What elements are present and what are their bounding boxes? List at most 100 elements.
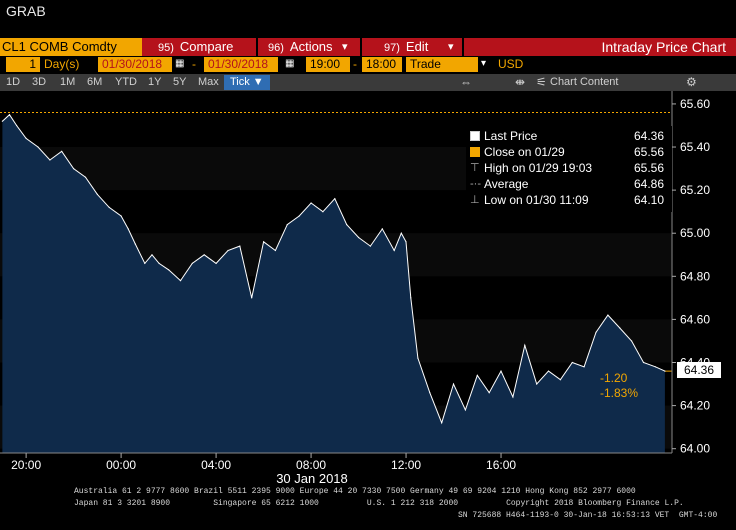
legend-close[interactable]: Close on 01/29 65.56 [466, 144, 672, 160]
command-bar: CL1 COMB Comdty 95) Compare 96) Actions ▾ … [0, 38, 736, 56]
price-point [263, 241, 265, 243]
price-point [73, 168, 75, 170]
y-tick-label: 64.60 [680, 312, 710, 326]
compare-button[interactable]: 95) Compare [158, 38, 233, 56]
start-date-field[interactable]: 01/30/2018 [98, 57, 172, 72]
range-ytd[interactable]: YTD [115, 76, 137, 88]
actions-button[interactable]: 96) Actions [268, 38, 333, 56]
range-6m[interactable]: 6M [87, 76, 103, 88]
price-point [203, 254, 205, 256]
range-3d[interactable]: 3D [32, 76, 47, 88]
price-point [642, 361, 645, 364]
x-tick-label: 12:00 [391, 458, 421, 472]
x-tick-label: 00:00 [106, 458, 136, 472]
currency-label[interactable]: USD [498, 57, 524, 71]
end-date-field[interactable]: 01/30/2018 [204, 57, 278, 72]
period-value-field[interactable]: 1 [6, 57, 40, 72]
change-absolute: -1.20 [600, 371, 628, 385]
chart-legend[interactable]: Last Price 64.36 Close on 01/29 65.56 ⊤ … [466, 126, 672, 212]
price-point [49, 159, 51, 161]
footer-contacts-line2: Japan 81 3 3201 8900 Singapore 65 6212 1… [74, 499, 684, 508]
calendar-icon[interactable]: ▦ [175, 58, 185, 69]
price-point [1, 120, 3, 122]
range-1y[interactable]: 1Y [148, 76, 162, 88]
zoom-out-icon[interactable]: ⇔ [460, 75, 472, 89]
price-point [476, 374, 478, 376]
compare-label: Compare [179, 39, 234, 54]
y-tick-label: 65.40 [680, 140, 710, 154]
x-tick-label: 16:00 [486, 458, 516, 472]
price-point [583, 366, 585, 368]
price-point [127, 228, 129, 230]
range-max[interactable]: Max [198, 76, 219, 88]
date-range-dash: - [192, 57, 196, 71]
actions-number: 96) [268, 42, 284, 54]
edit-button[interactable]: 97) Edit [384, 38, 428, 56]
price-point [37, 146, 39, 148]
x-axis: 20:00 00:00 04:00 08:00 12:00 16:00 [0, 452, 672, 472]
price-point [631, 340, 633, 342]
price-area [2, 114, 665, 453]
edit-label: Edit [405, 39, 429, 54]
cmd-separator [360, 38, 362, 56]
start-time-field[interactable]: 19:00 [306, 57, 350, 72]
range-5y[interactable]: 5Y [173, 76, 187, 88]
price-point [441, 422, 443, 424]
chart-content-button[interactable]: Chart Content [550, 76, 619, 88]
legend-value: 64.86 [633, 177, 664, 191]
price-point [158, 262, 160, 264]
legend-low[interactable]: ⊥ Low on 01/30 11:09 64.10 [466, 192, 672, 208]
range-1m[interactable]: 1M [60, 76, 76, 88]
price-point [452, 383, 455, 385]
price-line [2, 113, 666, 425]
cmd-separator [256, 38, 258, 56]
chart-content-icon[interactable]: ⚟ [536, 75, 547, 89]
end-time-field[interactable]: 18:00 [362, 57, 402, 72]
legend-average[interactable]: -·- Average 64.86 [466, 176, 672, 192]
price-point [369, 245, 371, 247]
price-point [464, 409, 466, 411]
gear-icon[interactable]: ⚙ [686, 75, 697, 89]
actions-dropdown-icon[interactable]: ▾ [342, 41, 348, 53]
price-point [547, 370, 550, 372]
zoom-in-icon[interactable]: ⇼ [515, 75, 526, 89]
legend-value: 65.56 [633, 145, 664, 159]
legend-label: High on 01/29 19:03 [484, 161, 593, 175]
range-1d[interactable]: 1D [6, 76, 21, 88]
price-point [654, 366, 657, 368]
legend-label: Close on 01/29 [484, 145, 565, 159]
price-point [286, 224, 288, 226]
price-point [239, 245, 241, 247]
legend-label: Low on 01/30 11:09 [484, 193, 589, 207]
edit-dropdown-icon[interactable]: ▾ [448, 41, 454, 53]
legend-value: 64.10 [633, 193, 664, 207]
y-axis: 64.0064.2064.4064.6064.8065.0065.2065.40… [671, 91, 710, 456]
price-point [571, 361, 573, 364]
legend-high[interactable]: ⊤ High on 01/29 19:03 65.56 [466, 160, 672, 176]
y-tick-label: 64.20 [680, 399, 710, 413]
price-point [96, 193, 98, 195]
price-point [381, 228, 383, 230]
chevron-down-icon[interactable]: ▾ [481, 58, 487, 69]
y-tick-label: 65.20 [680, 183, 710, 197]
price-point [417, 357, 419, 359]
legend-value: 65.56 [633, 161, 664, 175]
ticker-field[interactable]: CL1 COMB Comdty [0, 38, 142, 56]
legend-label: Average [484, 177, 529, 191]
legend-label: Last Price [484, 129, 538, 143]
price-point [215, 262, 217, 264]
price-point [310, 202, 312, 204]
y-tick-label: 64.80 [680, 269, 710, 283]
low-marker-icon: ⊥ [470, 194, 480, 206]
price-point [488, 392, 490, 394]
high-marker-icon: ⊤ [470, 162, 480, 174]
event-select[interactable]: Trade [406, 57, 478, 72]
price-point [536, 383, 538, 385]
legend-last-price[interactable]: Last Price 64.36 [466, 128, 672, 144]
price-point [512, 396, 514, 398]
tick-select[interactable]: Tick ▼ [224, 75, 270, 90]
price-point [191, 262, 193, 264]
calendar-icon[interactable]: ▦ [285, 58, 295, 69]
period-unit-label[interactable]: Day(s) [44, 57, 80, 71]
price-point [607, 314, 609, 316]
